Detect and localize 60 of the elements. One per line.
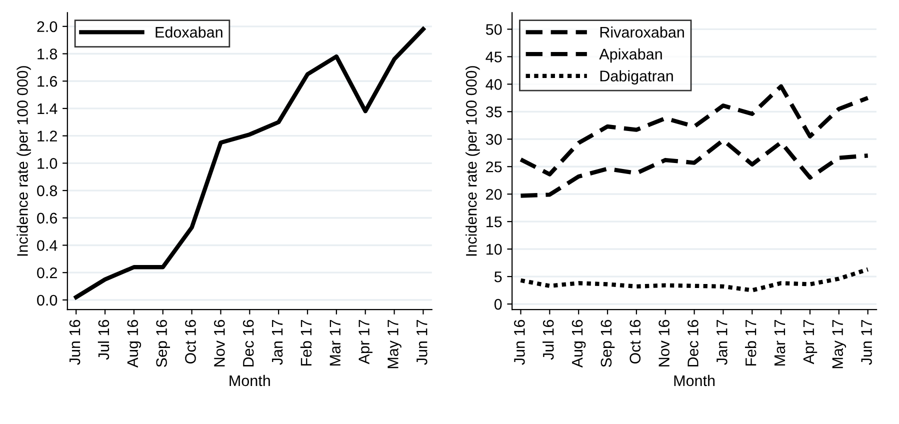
- y-tick-label: 0.2: [37, 267, 57, 278]
- x-tick-label: May 17: [388, 320, 402, 368]
- legend-label: Apixaban: [599, 48, 662, 63]
- y-tick-label: 25: [486, 161, 502, 172]
- x-tick-label: Nov 16: [214, 320, 225, 366]
- y-tick-label: 0.4: [37, 240, 58, 251]
- x-tick-label: Jun 16: [514, 320, 525, 365]
- x-tick-label: Feb 17: [300, 320, 312, 366]
- x-tick-label: May 17: [832, 320, 846, 368]
- x-tick-label: Mar 17: [774, 320, 786, 366]
- x-tick-label: Feb 17: [745, 320, 756, 366]
- x-tick-label: Aug 16: [572, 320, 586, 368]
- x-tick-label: Oct 16: [630, 320, 641, 364]
- x-tick-label: Dec 16: [688, 320, 698, 366]
- x-tick-label: Dec 16: [242, 320, 254, 366]
- line-series: [518, 84, 870, 176]
- y-tick-label: 35: [486, 106, 502, 118]
- y-tick-label: 0.6: [37, 212, 58, 224]
- y-tick-label: 1.6: [38, 76, 58, 87]
- y-tick-label: 1.2: [38, 130, 57, 142]
- y-tick-label: 45: [486, 52, 502, 62]
- x-tick-label: Jan 17: [716, 320, 728, 365]
- legend-label: Dabigatran: [600, 70, 673, 84]
- y-axis-title: Incidence rate (per 100 000): [466, 66, 480, 256]
- x-tick-label: Sep 16: [600, 320, 615, 367]
- y-tick-label: 30: [486, 134, 502, 145]
- y-tick-label: 15: [486, 216, 502, 228]
- y-tick-label: 20: [486, 188, 502, 200]
- x-tick-label: Jun 17: [861, 320, 872, 365]
- x-tick-label: Aug 16: [127, 320, 142, 368]
- y-tick-label: 40: [486, 79, 502, 90]
- line-series: [518, 138, 870, 198]
- x-tick-label: Apr 17: [358, 320, 372, 364]
- line-series: [74, 27, 426, 300]
- x-tick-label: Sep 16: [156, 320, 170, 367]
- y-tick-label: 1.4: [38, 103, 58, 114]
- x-axis-title: Month: [230, 374, 270, 386]
- x-tick-label: Nov 16: [658, 320, 670, 366]
- y-tick-label: 1.0: [38, 158, 58, 169]
- x-axis-title: Month: [674, 374, 715, 386]
- legend-label: Edoxaban: [156, 26, 222, 38]
- y-tick-label: 0.0: [37, 294, 58, 306]
- x-tick-label: Jan 17: [272, 320, 283, 365]
- y-tick-label: 0.8: [37, 185, 58, 196]
- x-tick-label: Jul 16: [98, 320, 110, 360]
- y-tick-label: 5: [494, 272, 502, 282]
- y-axis-title: Incidence rate (per 100 000): [16, 66, 31, 256]
- legend-label: Rivaroxaban: [600, 26, 684, 38]
- y-tick-label: 1.8: [38, 48, 58, 60]
- y-tick-label: 0: [494, 298, 502, 310]
- x-tick-label: Jul 16: [542, 320, 554, 360]
- y-tick-label: 2.0: [37, 21, 58, 32]
- line-series: [518, 267, 870, 292]
- x-tick-label: Jun 17: [416, 320, 428, 365]
- x-tick-label: Oct 16: [185, 320, 196, 364]
- x-tick-label: Jun 16: [69, 320, 80, 365]
- y-tick-label: 10: [486, 244, 502, 255]
- x-tick-label: Apr 17: [803, 320, 818, 364]
- x-tick-label: Mar 17: [330, 320, 341, 366]
- y-tick-label: 50: [486, 24, 502, 35]
